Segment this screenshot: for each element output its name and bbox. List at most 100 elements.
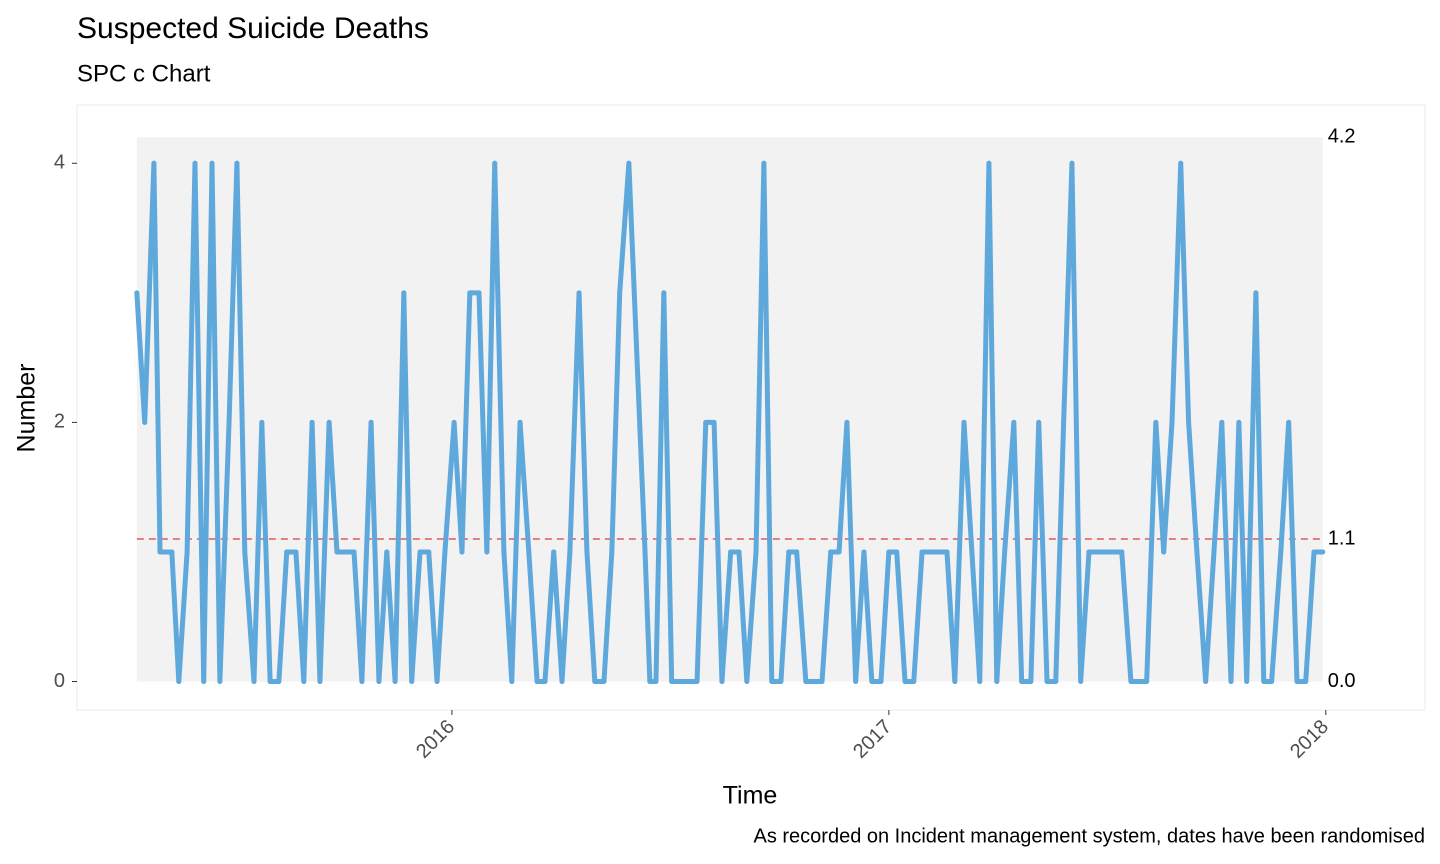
data-point — [376, 678, 382, 684]
data-point — [1211, 549, 1217, 555]
data-point — [819, 678, 825, 684]
data-point — [1044, 678, 1050, 684]
data-point — [267, 678, 273, 684]
data-point — [359, 678, 365, 684]
data-point — [753, 549, 759, 555]
data-point — [1236, 419, 1242, 425]
data-point — [184, 549, 190, 555]
data-point — [1061, 419, 1067, 425]
data-point — [434, 678, 440, 684]
data-point — [176, 678, 182, 684]
data-point — [778, 678, 784, 684]
data-point — [1178, 160, 1184, 166]
data-point — [467, 290, 473, 296]
data-point — [293, 549, 299, 555]
data-point — [703, 419, 709, 425]
data-point — [601, 678, 607, 684]
data-point — [251, 678, 257, 684]
ucl-label: 4.2 — [1328, 126, 1356, 148]
data-point — [1161, 549, 1167, 555]
data-point — [803, 678, 809, 684]
data-point — [226, 419, 232, 425]
data-point — [661, 290, 667, 296]
data-point — [409, 678, 415, 684]
data-point — [1128, 678, 1134, 684]
data-point — [301, 678, 307, 684]
data-point — [242, 549, 248, 555]
data-point — [1153, 419, 1159, 425]
data-point — [969, 549, 975, 555]
data-point — [1269, 678, 1275, 684]
data-point — [1244, 678, 1250, 684]
data-point — [878, 678, 884, 684]
lcl-label: 0.0 — [1328, 670, 1356, 692]
data-point — [1036, 419, 1042, 425]
panel-border — [76, 104, 1426, 711]
data-point — [1086, 549, 1092, 555]
data-point — [451, 419, 457, 425]
data-point — [1278, 549, 1284, 555]
data-point — [192, 160, 198, 166]
data-point — [1144, 678, 1150, 684]
data-point — [1169, 419, 1175, 425]
data-point — [669, 678, 675, 684]
data-point — [986, 160, 992, 166]
data-point — [426, 549, 432, 555]
data-point — [1253, 290, 1259, 296]
data-point — [209, 160, 215, 166]
data-point — [836, 549, 842, 555]
chart-subtitle: SPC c Chart — [77, 60, 211, 87]
data-point — [1228, 678, 1234, 684]
data-point — [542, 678, 548, 684]
data-point — [869, 678, 875, 684]
data-point — [576, 290, 582, 296]
data-point — [719, 678, 725, 684]
data-point — [944, 549, 950, 555]
data-point — [1303, 678, 1309, 684]
data-point — [744, 678, 750, 684]
data-point — [1194, 549, 1200, 555]
data-point — [1028, 678, 1034, 684]
data-point — [711, 419, 717, 425]
data-point — [401, 290, 407, 296]
data-point — [157, 549, 163, 555]
data-point — [551, 549, 557, 555]
data-point — [1019, 678, 1025, 684]
data-point — [1078, 678, 1084, 684]
data-point — [509, 678, 515, 684]
data-point — [459, 549, 465, 555]
data-point — [894, 549, 900, 555]
data-point — [642, 549, 648, 555]
y-tick-label: 2 — [54, 411, 65, 433]
data-point — [169, 549, 175, 555]
data-point — [761, 160, 767, 166]
data-point — [351, 549, 357, 555]
data-point — [1002, 549, 1008, 555]
x-tick-label: 2018 — [1286, 716, 1333, 763]
data-point — [911, 678, 917, 684]
data-point — [617, 290, 623, 296]
data-point — [977, 678, 983, 684]
data-point — [442, 549, 448, 555]
data-point — [284, 549, 290, 555]
data-point — [526, 549, 532, 555]
data-point — [609, 549, 615, 555]
data-point — [1219, 419, 1225, 425]
data-point — [592, 678, 598, 684]
data-point — [626, 160, 632, 166]
y-tick-label: 4 — [54, 152, 65, 174]
data-point — [501, 549, 507, 555]
data-point — [1069, 160, 1075, 166]
x-tick-label: 2017 — [849, 716, 896, 763]
data-point — [201, 678, 207, 684]
data-point — [276, 678, 282, 684]
data-point — [484, 549, 490, 555]
data-point — [417, 549, 423, 555]
data-point — [476, 290, 482, 296]
data-point — [142, 419, 148, 425]
data-point — [584, 549, 590, 555]
data-point — [567, 549, 573, 555]
data-point — [384, 549, 390, 555]
data-point — [151, 160, 157, 166]
data-point — [317, 678, 323, 684]
